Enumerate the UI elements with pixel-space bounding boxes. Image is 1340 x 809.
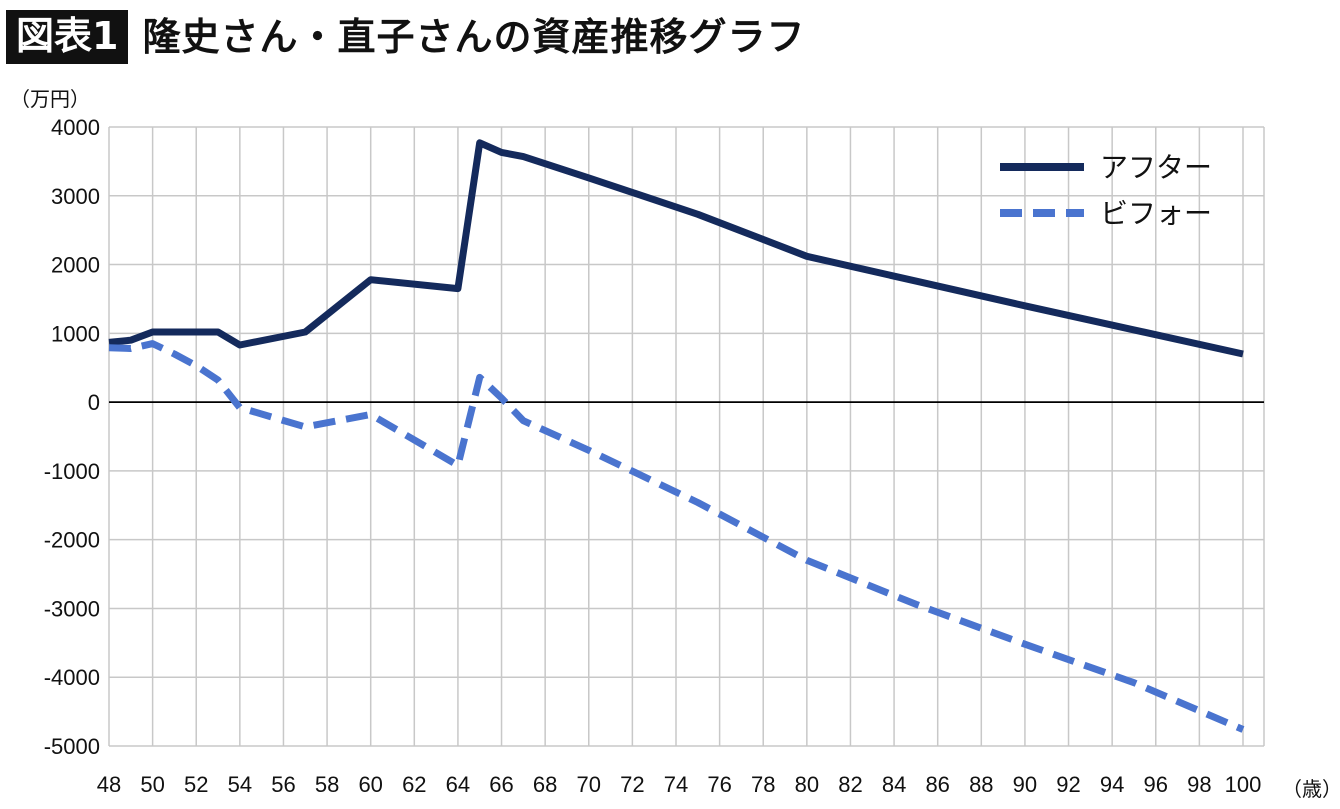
legend-label-before: ビフォー	[1100, 197, 1212, 230]
x-tick-label: 80	[795, 772, 819, 797]
x-unit-label: （歳）	[1282, 777, 1340, 801]
x-tick-label: 88	[969, 772, 993, 797]
y-tick-label: -1000	[44, 459, 100, 484]
series-layer	[108, 139, 1245, 733]
x-tick-label: 76	[707, 772, 731, 797]
chart-title: 隆史さん・直子さんの資産推移グラフ	[142, 15, 806, 59]
series-after-line	[108, 139, 1244, 358]
x-tick-label: 54	[228, 772, 252, 797]
x-tick-label: 82	[838, 772, 862, 797]
grid-layer	[108, 126, 1265, 747]
y-tick-label: -2000	[44, 528, 100, 553]
x-tick-label: 94	[1100, 772, 1124, 797]
x-tick-label: 70	[577, 772, 601, 797]
x-tick-label: 60	[358, 772, 382, 797]
x-tick-label: 58	[315, 772, 339, 797]
y-tick-label: 1000	[51, 321, 100, 346]
y-unit-label: （万円）	[10, 87, 90, 111]
x-tick-label: 56	[271, 772, 295, 797]
series-before-line	[108, 340, 1245, 733]
x-tick-label: 96	[1144, 772, 1168, 797]
y-tick-label: 3000	[51, 184, 100, 209]
x-tick-label: 48	[97, 772, 121, 797]
x-tick-label: 86	[925, 772, 949, 797]
axis-layer: 4000 3000 2000 1000 0 -1000 -2000 -3000 -4000 -50…	[44, 115, 1264, 797]
y-tick-label: 4000	[51, 115, 100, 140]
x-tick-label: 92	[1056, 772, 1080, 797]
x-tick-label: 84	[882, 772, 906, 797]
x-tick-label: 78	[751, 772, 775, 797]
y-tick-label: 2000	[51, 253, 100, 278]
y-tick-label: -5000	[44, 734, 100, 759]
x-tick-label: 68	[533, 772, 557, 797]
y-tick-label: -3000	[44, 596, 100, 621]
x-tick-label: 90	[1013, 772, 1037, 797]
title-row: 図表1 隆史さん・直子さんの資産推移グラフ	[6, 8, 805, 66]
x-tick-label: 100	[1225, 772, 1262, 797]
x-tick-label: 64	[446, 772, 470, 797]
figure-label: 図表1	[6, 10, 129, 64]
x-tick-label: 52	[184, 772, 208, 797]
legend-label-after: アフター	[1100, 151, 1212, 184]
x-tick-label: 98	[1187, 772, 1211, 797]
x-tick-label: 50	[140, 772, 164, 797]
y-tick-label: -4000	[44, 665, 100, 690]
x-tick-label: 74	[664, 772, 688, 797]
x-tick-label: 62	[402, 772, 426, 797]
x-tick-label: 66	[489, 772, 513, 797]
y-tick-label: 0	[88, 390, 100, 415]
x-tick-label: 72	[620, 772, 644, 797]
